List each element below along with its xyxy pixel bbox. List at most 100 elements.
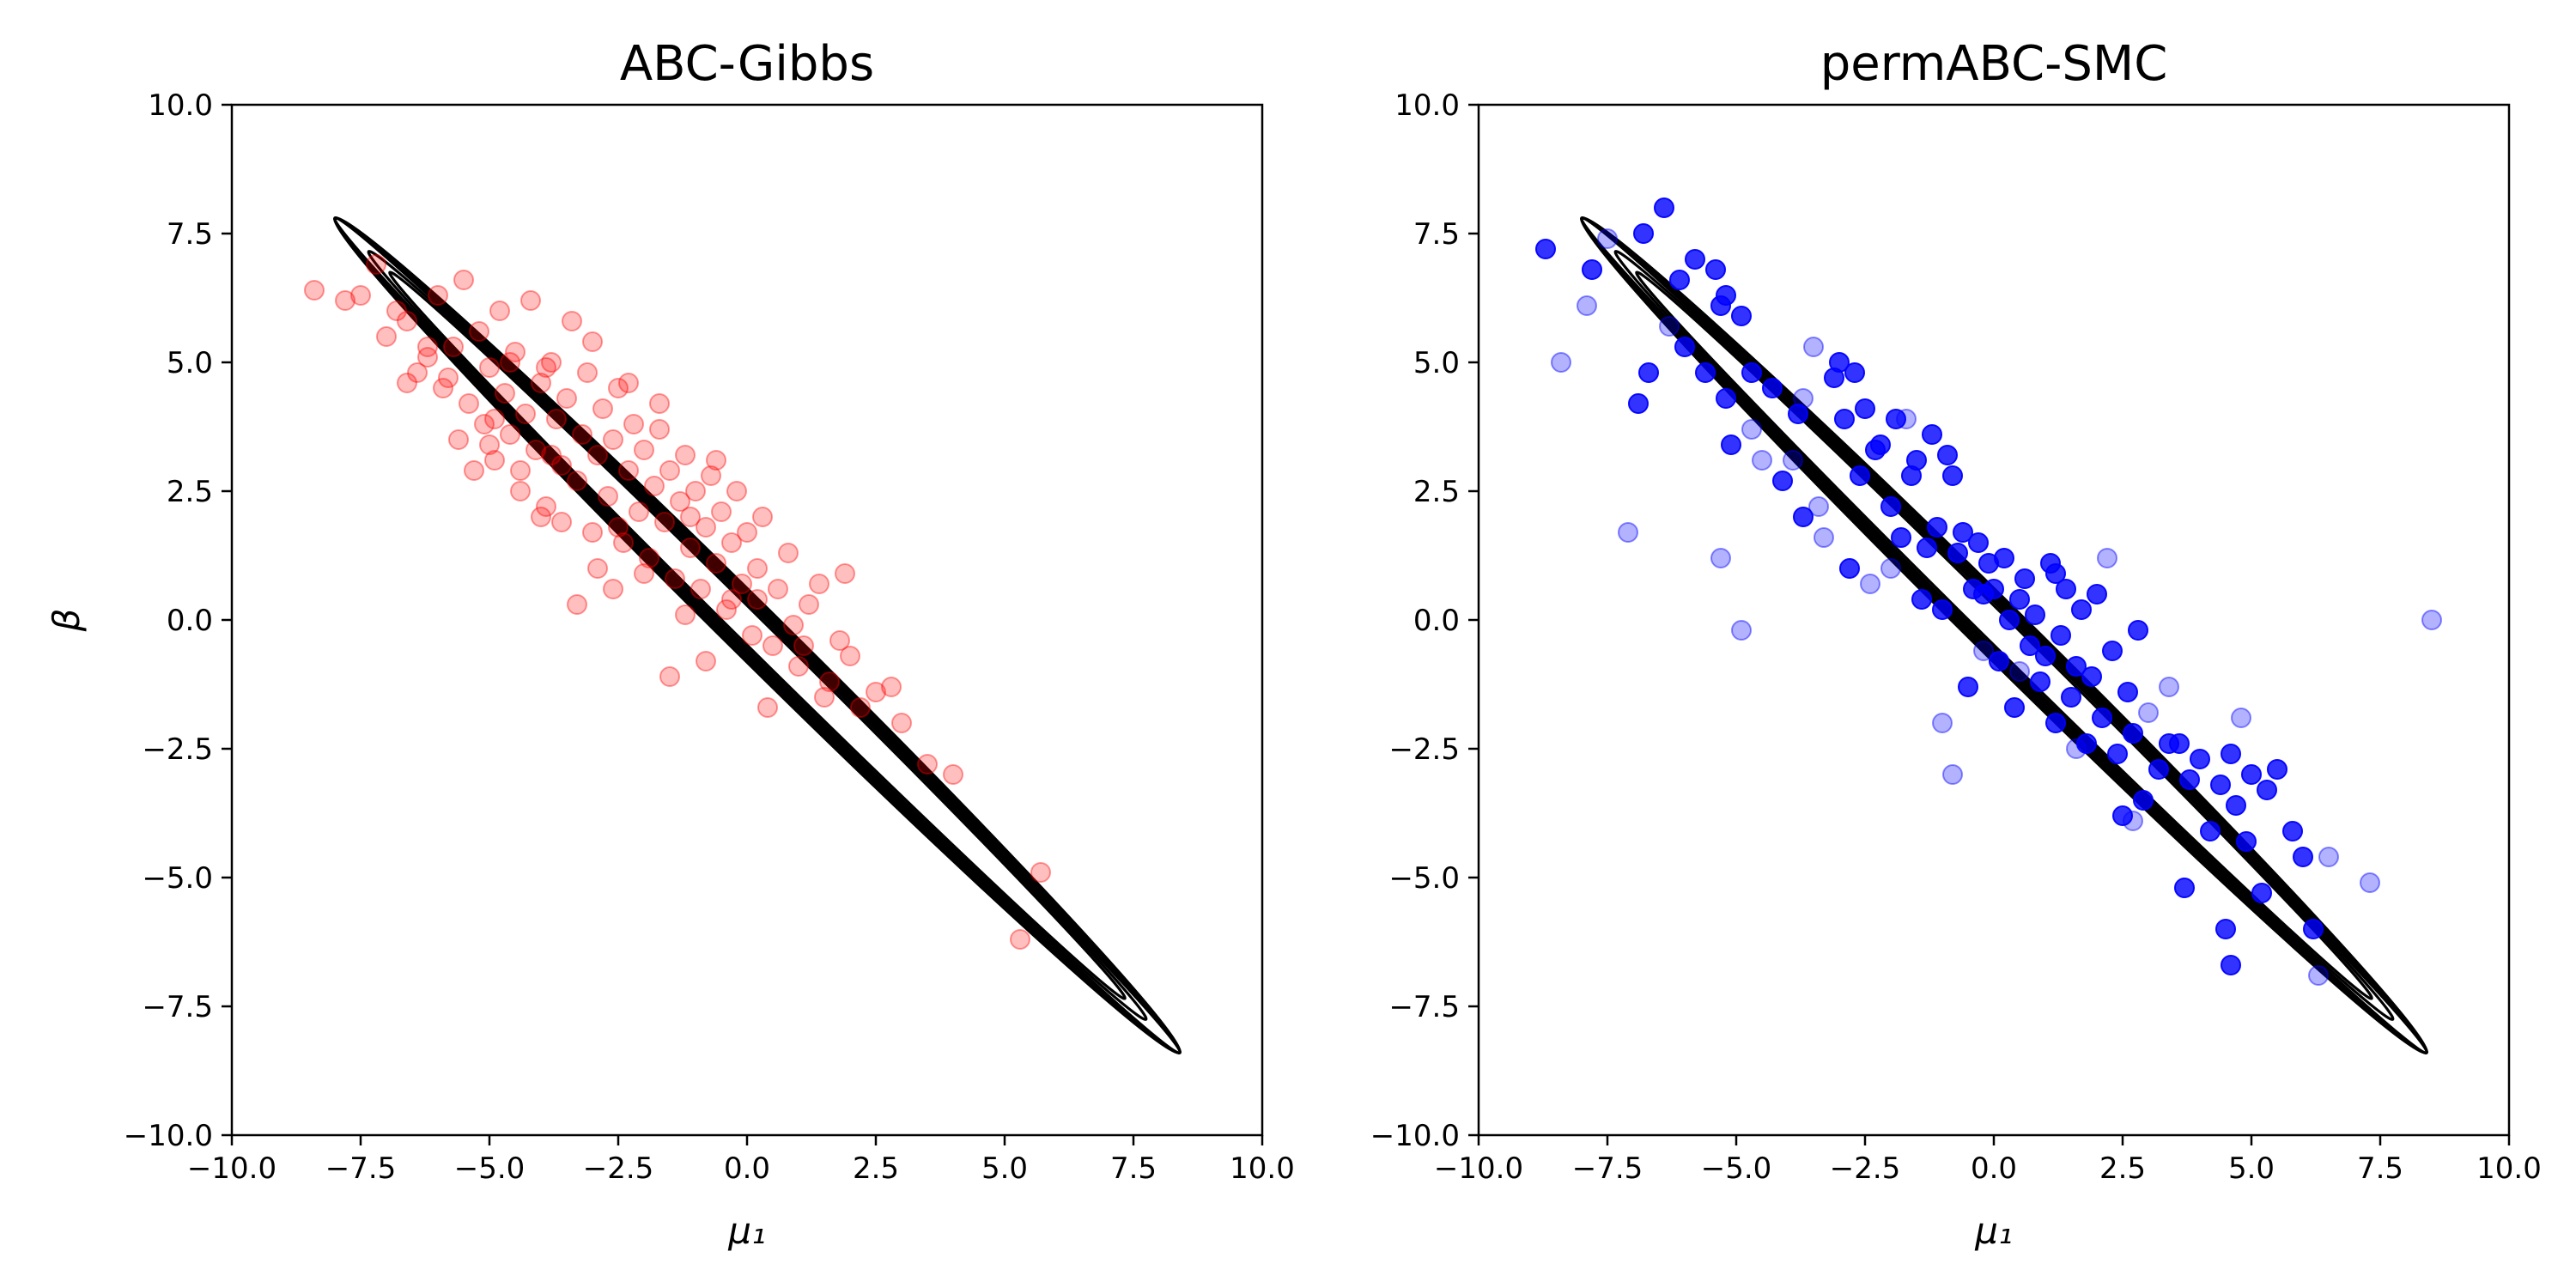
scatter-point xyxy=(1535,239,1556,259)
scatter-point xyxy=(1669,270,1690,290)
scatter-point xyxy=(2035,646,2056,666)
scatter-point xyxy=(701,465,721,486)
scatter-point xyxy=(850,697,871,718)
scatter-point xyxy=(2159,677,2179,697)
scatter-point xyxy=(819,671,840,692)
scatter-point xyxy=(572,424,592,445)
scatter-point xyxy=(690,579,711,599)
scatter-point xyxy=(2025,605,2045,625)
scatter-point xyxy=(1741,419,1762,440)
scatter-point xyxy=(680,507,701,527)
scatter-point xyxy=(531,373,551,393)
y-tick-label: −2.5 xyxy=(142,732,213,767)
scatter-point xyxy=(2066,738,2087,759)
scatter-point xyxy=(675,605,696,625)
scatter-point xyxy=(376,326,397,347)
scatter-point xyxy=(629,501,649,522)
x-axis-ticks: −10.0 −7.5 −5.0 −2.5 0.0 2.5 5.0 7.5 10.0 xyxy=(1434,1135,2542,1186)
scatter-point xyxy=(2123,811,2143,831)
scatter-point xyxy=(479,357,500,378)
scatter-point xyxy=(696,517,716,538)
scatter-point xyxy=(1994,548,2014,568)
scatter-point xyxy=(453,270,474,290)
scatter-point xyxy=(587,558,608,579)
x-tick-label: −2.5 xyxy=(1830,1151,1901,1186)
scatter-point xyxy=(551,455,572,476)
scatter-point xyxy=(1906,450,1927,471)
scatter-point xyxy=(2200,821,2221,841)
x-tick-label: 2.5 xyxy=(2099,1151,2146,1186)
scatter-point xyxy=(1808,496,1829,517)
y-tick-label: −5.0 xyxy=(1388,861,1460,896)
scatter-point xyxy=(397,373,417,393)
x-axis-label: μ₁ xyxy=(1974,1210,2013,1252)
scatter-point xyxy=(2215,919,2236,939)
scatter-point xyxy=(464,460,484,481)
scatter-point xyxy=(531,507,551,527)
scatter-point xyxy=(1010,929,1030,950)
scatter-point xyxy=(443,337,464,357)
scatter-point xyxy=(407,362,428,383)
scatter-point xyxy=(696,651,716,671)
scatter-point xyxy=(608,517,629,538)
scatter-point xyxy=(2071,599,2092,620)
scatter-point xyxy=(711,501,732,522)
scatter-point xyxy=(814,687,835,708)
y-tick-label: −10.0 xyxy=(124,1119,213,1153)
scatter-point xyxy=(1844,362,1865,383)
scatter-point xyxy=(567,471,587,491)
scatter-point xyxy=(649,393,670,414)
scatter-point xyxy=(1829,352,1850,373)
scatter-point xyxy=(1788,404,1808,424)
scatter-point xyxy=(1030,862,1051,883)
x-tick-label: 5.0 xyxy=(2228,1151,2275,1186)
scatter-point xyxy=(546,409,567,429)
scatter-point xyxy=(2102,641,2123,661)
y-tick-label: 7.5 xyxy=(1413,217,1460,252)
scatter-point xyxy=(670,491,690,512)
scatter-point xyxy=(732,574,752,594)
scatter-point xyxy=(603,579,623,599)
scatter-point xyxy=(623,414,644,434)
scatter-point xyxy=(1886,409,1906,429)
x-tick-label: −5.0 xyxy=(454,1151,526,1186)
scatter-point xyxy=(2081,666,2102,687)
scatter-point xyxy=(2179,769,2200,790)
scatter-point xyxy=(659,460,680,481)
scatter-point xyxy=(500,352,520,373)
scatter-point xyxy=(1597,228,1618,249)
scatter-point xyxy=(2282,821,2303,841)
scatter-point xyxy=(2133,790,2154,811)
scatter-point xyxy=(515,404,536,424)
scatter-point xyxy=(417,337,438,357)
y-tick-label: −10.0 xyxy=(1370,1119,1460,1153)
scatter-point xyxy=(706,450,726,471)
scatter-point xyxy=(788,656,809,677)
scatter-point xyxy=(685,481,706,501)
scatter-point xyxy=(1731,306,1752,326)
scatter-point xyxy=(1752,450,1772,471)
scatter-point xyxy=(1870,434,1891,455)
scatter-point xyxy=(2293,847,2313,867)
scatter-point xyxy=(1927,517,1947,538)
scatter-point xyxy=(350,285,371,306)
scatter-point xyxy=(2112,805,2133,826)
scatter-point xyxy=(768,579,788,599)
scatter-point xyxy=(598,486,618,507)
scatter-point xyxy=(562,311,582,331)
scatter-point xyxy=(809,574,829,594)
scatter-point xyxy=(1880,558,1901,579)
scatter-point xyxy=(634,440,654,460)
scatter-point xyxy=(1716,285,1736,306)
scatter-point xyxy=(489,301,510,321)
scatter-point xyxy=(752,507,773,527)
scatter-point xyxy=(659,666,680,687)
x-tick-label: 0.0 xyxy=(1971,1151,2017,1186)
scatter-point xyxy=(747,589,768,610)
scatter-point xyxy=(1628,393,1649,414)
scatter-point xyxy=(2236,831,2257,852)
y-tick-label: 10.0 xyxy=(1394,88,1460,123)
scatter-point xyxy=(1551,352,1571,373)
scatter-point xyxy=(881,677,902,697)
